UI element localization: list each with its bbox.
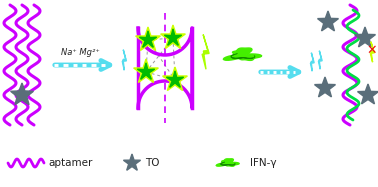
Polygon shape [318, 11, 338, 31]
Polygon shape [136, 27, 160, 50]
Text: IFN-γ: IFN-γ [250, 158, 277, 168]
Polygon shape [202, 35, 209, 69]
Polygon shape [139, 31, 156, 47]
Polygon shape [216, 159, 239, 166]
Polygon shape [370, 42, 374, 62]
Polygon shape [161, 25, 185, 48]
Polygon shape [318, 51, 322, 69]
Polygon shape [134, 59, 158, 82]
Polygon shape [11, 83, 33, 105]
Polygon shape [314, 77, 335, 97]
Polygon shape [137, 63, 155, 79]
Polygon shape [223, 48, 262, 60]
Text: aptamer: aptamer [48, 158, 92, 168]
Polygon shape [124, 154, 141, 170]
Polygon shape [310, 53, 314, 71]
Text: Na⁺ Mg²⁺: Na⁺ Mg²⁺ [60, 47, 99, 56]
Polygon shape [164, 29, 182, 45]
Polygon shape [163, 67, 187, 91]
Text: TO: TO [145, 158, 160, 168]
Polygon shape [358, 84, 378, 104]
Text: ✕: ✕ [367, 44, 377, 56]
Polygon shape [355, 27, 375, 47]
Polygon shape [122, 50, 126, 70]
Polygon shape [166, 71, 184, 87]
